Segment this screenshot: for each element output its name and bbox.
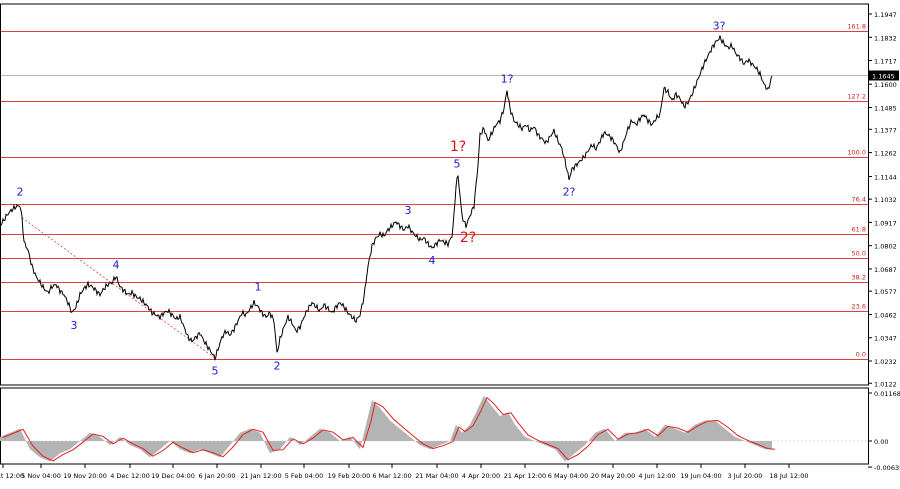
osc-tick-label-1: 0.00 <box>874 438 888 446</box>
wave-label-6: 3 <box>405 204 412 217</box>
x-tick-label-5: 6 Jan 20:00 <box>198 472 235 480</box>
y-tick-label-11: 1.0687 <box>874 266 897 274</box>
fib-label-1: 127.2 <box>847 93 866 101</box>
wave-label-3: 5 <box>212 364 219 377</box>
x-tick-label-9: 6 Mar 12:00 <box>372 472 411 480</box>
x-tick-label-12: 21 Apr 12:00 <box>504 472 546 480</box>
x-tick-label-3: 4 Dec 12:00 <box>110 472 150 480</box>
fib-label-6: 38.2 <box>852 274 866 282</box>
x-tick-label-17: 3 Jul 20:00 <box>728 472 763 480</box>
y-tick-label-4: 1.1485 <box>874 104 897 112</box>
x-tick-label-0: 24 Oct 12:00 <box>0 472 24 480</box>
x-tick-label-4: 19 Dec 04:00 <box>151 472 195 480</box>
x-tick-label-6: 21 Jan 12:00 <box>240 472 281 480</box>
y-tick-label-2: 1.1717 <box>874 58 897 66</box>
wave-label-13: 3? <box>713 20 726 33</box>
fib-label-4: 61.8 <box>852 226 866 234</box>
x-tick-label-15: 4 Jun 12:00 <box>638 472 675 480</box>
wave-label-9: 1? <box>450 139 466 155</box>
fib-label-3: 76.4 <box>852 196 866 204</box>
x-tick-label-1: 5 Nov 04:00 <box>21 472 61 480</box>
osc-tick-label-0: 0.01168 <box>874 390 900 398</box>
wave-label-1: 3 <box>71 319 78 332</box>
y-tick-label-0: 1.1947 <box>874 11 897 19</box>
y-tick-label-10: 1.0802 <box>874 243 897 251</box>
y-tick-label-13: 1.0462 <box>874 311 897 319</box>
wave-label-12: 2? <box>563 185 576 198</box>
y-tick-label-14: 1.0347 <box>874 335 897 343</box>
x-tick-label-2: 19 Nov 20:00 <box>63 472 107 480</box>
x-tick-label-18: 18 Jul 12:00 <box>770 472 809 480</box>
price-series-line <box>0 35 773 361</box>
x-tick-label-8: 19 Feb 20:00 <box>328 472 371 480</box>
wave-label-10: 2? <box>460 230 476 246</box>
wave-label-11: 1? <box>501 72 514 85</box>
fib-label-5: 50.0 <box>852 250 866 258</box>
wave-label-5: 2 <box>274 359 281 372</box>
osc-tick-label-2: -0.00635 <box>874 464 900 472</box>
trend-dashed-line <box>21 217 215 358</box>
current-price-label: 1.1645 <box>872 73 895 81</box>
x-tick-label-11: 4 Apr 20:00 <box>462 472 500 480</box>
fib-label-7: 23.6 <box>852 303 866 311</box>
y-tick-label-6: 1.1262 <box>874 150 897 158</box>
fib-label-8: 0.0 <box>856 351 866 359</box>
y-tick-label-12: 1.0577 <box>874 288 897 296</box>
y-tick-label-16: 1.0122 <box>874 380 897 388</box>
y-tick-label-7: 1.1144 <box>874 173 897 181</box>
oscillator-panel-frame <box>0 387 869 465</box>
y-tick-label-9: 1.0917 <box>874 219 897 227</box>
wave-label-2: 4 <box>113 258 120 271</box>
wave-label-8: 5 <box>454 157 461 170</box>
wave-label-4: 1 <box>255 281 262 294</box>
y-tick-label-8: 1.1032 <box>874 196 897 204</box>
y-tick-label-5: 1.1377 <box>874 126 897 134</box>
y-tick-label-15: 1.0232 <box>874 358 897 366</box>
fib-label-2: 100.0 <box>847 149 866 157</box>
x-tick-label-7: 5 Feb 04:00 <box>285 472 324 480</box>
x-tick-label-14: 20 May 20:00 <box>591 472 636 480</box>
wave-label-0: 2 <box>17 186 24 199</box>
fib-label-0: 161.8 <box>847 23 866 31</box>
oscillator-histogram <box>0 395 772 462</box>
y-tick-label-1: 1.1832 <box>874 34 897 42</box>
wave-label-7: 4 <box>429 254 436 267</box>
x-tick-label-16: 19 Jun 04:00 <box>680 472 721 480</box>
y-tick-label-3: 1.1600 <box>874 81 897 89</box>
oscillator-signal-line <box>2 396 776 462</box>
x-tick-label-13: 6 May 04:00 <box>548 472 588 480</box>
main-panel-frame <box>0 3 869 386</box>
current-price-box <box>869 70 899 81</box>
x-tick-label-10: 21 Mar 04:00 <box>415 472 458 480</box>
